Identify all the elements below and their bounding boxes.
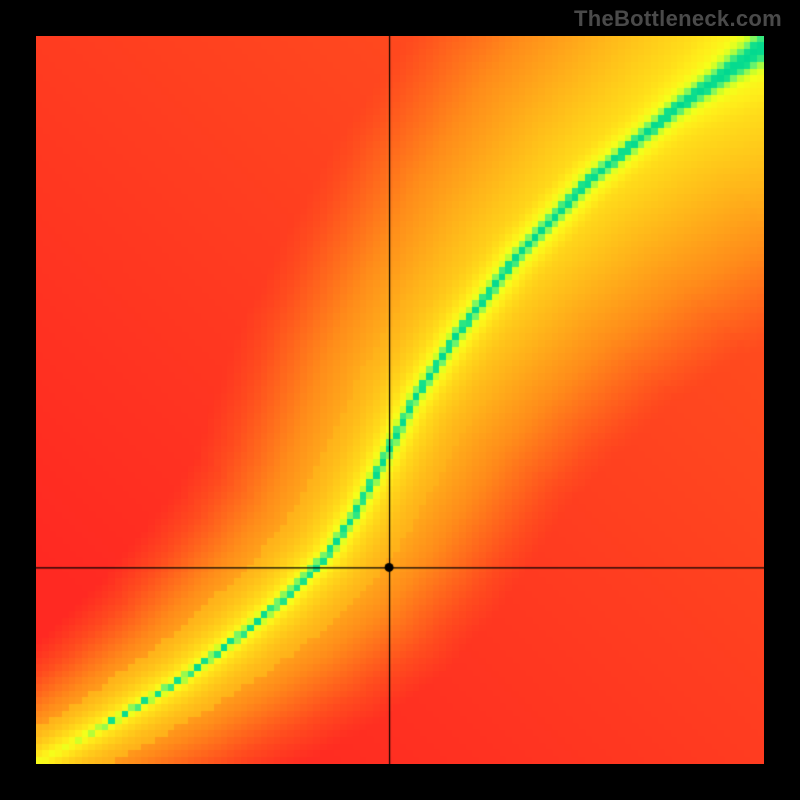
- heatmap-canvas: [36, 36, 764, 764]
- chart-frame: TheBottleneck.com: [0, 0, 800, 800]
- watermark-text: TheBottleneck.com: [574, 6, 782, 32]
